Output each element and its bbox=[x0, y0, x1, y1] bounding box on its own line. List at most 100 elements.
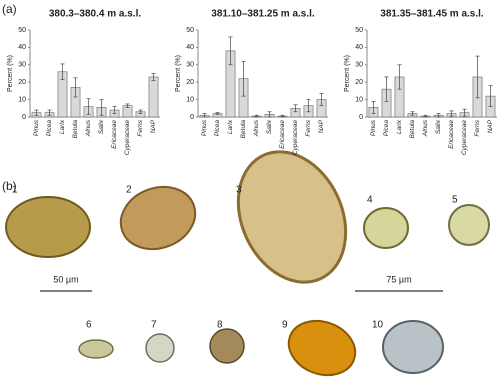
x-tick-label: Betula bbox=[240, 120, 247, 139]
micrograph-number: 1 bbox=[12, 185, 18, 196]
error-bar bbox=[267, 111, 272, 118]
x-tick-label: Ferns bbox=[305, 119, 312, 136]
error-bar bbox=[410, 111, 415, 116]
y-tick-label: 0 bbox=[359, 114, 363, 121]
y-tick-label: 20 bbox=[355, 79, 363, 86]
y-axis-label: Percent (%) bbox=[7, 55, 14, 92]
x-tick-label: Alnus bbox=[253, 119, 260, 137]
y-tick-label: 10 bbox=[186, 96, 194, 103]
x-tick-label: Ericaceae bbox=[279, 120, 286, 149]
y-tick-label: 0 bbox=[22, 114, 26, 121]
error-bar bbox=[371, 100, 376, 114]
bar bbox=[148, 76, 159, 118]
error-bar bbox=[99, 99, 104, 116]
error-bar bbox=[60, 63, 65, 80]
x-tick-label: Salix bbox=[98, 119, 105, 134]
y-tick-label: 10 bbox=[355, 96, 363, 103]
y-tick-label: 0 bbox=[190, 114, 194, 121]
panel-label: (a) bbox=[2, 2, 17, 16]
x-tick-label: Pinus bbox=[33, 119, 40, 136]
error-bar bbox=[112, 106, 117, 114]
error-bar bbox=[228, 36, 233, 66]
micrograph-number: 7 bbox=[151, 320, 157, 331]
x-tick-label: Picea bbox=[46, 120, 53, 137]
y-tick-label: 20 bbox=[18, 79, 26, 86]
error-bar bbox=[151, 73, 156, 81]
error-bar bbox=[86, 98, 91, 115]
error-bar bbox=[254, 114, 259, 118]
scale-bar-label: 75 µm bbox=[386, 274, 411, 284]
y-tick-label: 40 bbox=[18, 44, 26, 51]
error-bar bbox=[423, 114, 428, 118]
error-bar bbox=[293, 104, 298, 113]
chart-title: 381.10–381.25 m a.s.l. bbox=[211, 9, 315, 20]
error-bar bbox=[34, 109, 39, 116]
error-bar bbox=[488, 85, 493, 107]
error-bar bbox=[280, 114, 285, 118]
y-tick-label: 20 bbox=[186, 79, 194, 86]
x-tick-label: Salix bbox=[435, 119, 442, 134]
x-tick-label: Cyperaceae bbox=[292, 120, 299, 155]
y-tick-label: 30 bbox=[18, 62, 26, 69]
x-tick-label: Larix bbox=[396, 119, 403, 134]
x-tick-label: Betula bbox=[409, 120, 416, 139]
micrograph-number: 6 bbox=[86, 320, 92, 331]
x-tick-label: NAP bbox=[150, 119, 157, 133]
x-tick-label: Betula bbox=[72, 120, 79, 139]
micrograph-number: 9 bbox=[282, 320, 288, 331]
chart-title: 380.3–380.4 m a.s.l. bbox=[49, 9, 142, 20]
error-bar bbox=[73, 77, 78, 98]
x-tick-label: Alnus bbox=[422, 119, 429, 137]
y-axis-label: Percent (%) bbox=[344, 55, 351, 92]
error-bar bbox=[138, 109, 143, 114]
micrograph-number: 5 bbox=[452, 195, 458, 206]
y-axis-label: Percent (%) bbox=[175, 55, 182, 92]
x-tick-label: Picea bbox=[383, 120, 390, 137]
x-tick-label: Cyperaceae bbox=[124, 120, 131, 155]
x-tick-label: Larix bbox=[227, 119, 234, 134]
y-tick-label: 40 bbox=[355, 44, 363, 51]
x-tick-label: Ferns bbox=[474, 119, 481, 136]
micrograph-number: 2 bbox=[126, 185, 132, 196]
x-tick-label: Pinus bbox=[370, 119, 377, 136]
x-tick-label: Alnus bbox=[85, 119, 92, 137]
error-bar bbox=[319, 93, 324, 107]
x-tick-label: Ericaceae bbox=[111, 120, 118, 149]
error-bar bbox=[202, 113, 207, 118]
chart-title: 381.35–381.45 m a.s.l. bbox=[380, 9, 484, 20]
micrograph-number: 8 bbox=[217, 320, 223, 331]
y-tick-label: 50 bbox=[18, 27, 26, 34]
x-tick-label: Pinus bbox=[201, 119, 208, 136]
y-tick-label: 50 bbox=[186, 27, 194, 34]
error-bar bbox=[475, 55, 480, 99]
error-bar bbox=[397, 64, 402, 90]
micrograph-number: 4 bbox=[367, 195, 373, 206]
x-tick-label: NAP bbox=[318, 119, 325, 133]
micrograph-number: 3 bbox=[236, 185, 242, 196]
error-bar bbox=[436, 113, 441, 118]
y-tick-label: 30 bbox=[355, 62, 363, 69]
error-bar bbox=[215, 112, 220, 115]
error-bar bbox=[125, 103, 130, 108]
x-tick-label: Salix bbox=[266, 119, 273, 134]
error-bar bbox=[241, 60, 246, 97]
x-tick-label: Cyperaceae bbox=[461, 120, 468, 155]
error-bar bbox=[462, 108, 467, 117]
y-tick-label: 40 bbox=[186, 44, 194, 51]
y-tick-label: 10 bbox=[18, 96, 26, 103]
error-bar bbox=[384, 76, 389, 102]
x-tick-label: Larix bbox=[59, 119, 66, 134]
error-bar bbox=[306, 99, 311, 113]
error-bar bbox=[47, 109, 52, 116]
y-tick-label: 30 bbox=[186, 62, 194, 69]
x-tick-label: Ferns bbox=[137, 119, 144, 136]
y-tick-label: 50 bbox=[355, 27, 363, 34]
x-tick-label: Ericaceae bbox=[448, 120, 455, 149]
error-bar bbox=[449, 110, 454, 117]
panel-label: (b) bbox=[2, 179, 17, 193]
micrograph-number: 10 bbox=[372, 320, 384, 331]
x-tick-label: Picea bbox=[214, 120, 221, 137]
x-tick-label: NAP bbox=[487, 119, 494, 133]
scale-bar-label: 50 µm bbox=[53, 274, 78, 284]
